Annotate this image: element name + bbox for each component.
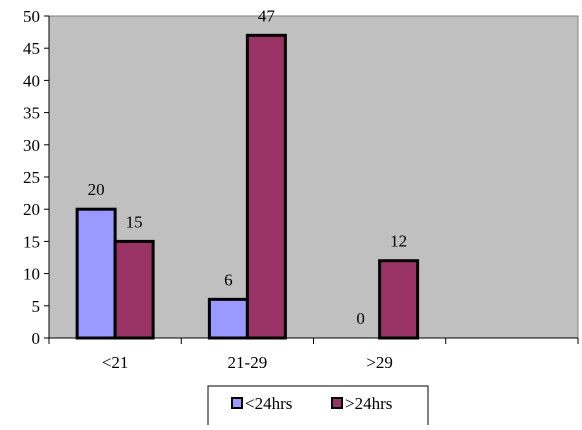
y-tick-label: 0 [32, 329, 41, 348]
y-tick-label: 25 [23, 168, 40, 187]
legend-box [207, 385, 429, 427]
bar [245, 33, 287, 340]
legend-swatch [331, 397, 343, 409]
x-tick-label: <21 [102, 353, 129, 372]
data-label: 0 [356, 309, 365, 328]
data-label: 15 [126, 212, 143, 231]
y-tick-label: 45 [23, 39, 40, 58]
y-tick-label: 40 [23, 71, 40, 90]
legend-label: <24hrs [245, 394, 292, 413]
y-tick-label: 10 [23, 265, 40, 284]
y-tick-label: 50 [23, 7, 40, 26]
y-tick-label: 5 [32, 297, 41, 316]
data-label: 12 [390, 232, 407, 251]
y-tick-label: 15 [23, 232, 40, 251]
bar [378, 259, 420, 340]
bar [113, 239, 155, 340]
data-label: 20 [88, 180, 105, 199]
x-tick-label: 21-29 [228, 353, 268, 372]
x-tick-label: >29 [366, 353, 393, 372]
bar [207, 297, 249, 340]
data-label: 6 [224, 270, 233, 289]
y-tick-label: 20 [23, 200, 40, 219]
legend-swatch [231, 397, 243, 409]
y-tick-label: 35 [23, 104, 40, 123]
bar [75, 207, 117, 340]
legend-label: >24hrs [345, 394, 392, 413]
y-tick-label: 30 [23, 136, 40, 155]
data-label: 47 [258, 6, 276, 25]
